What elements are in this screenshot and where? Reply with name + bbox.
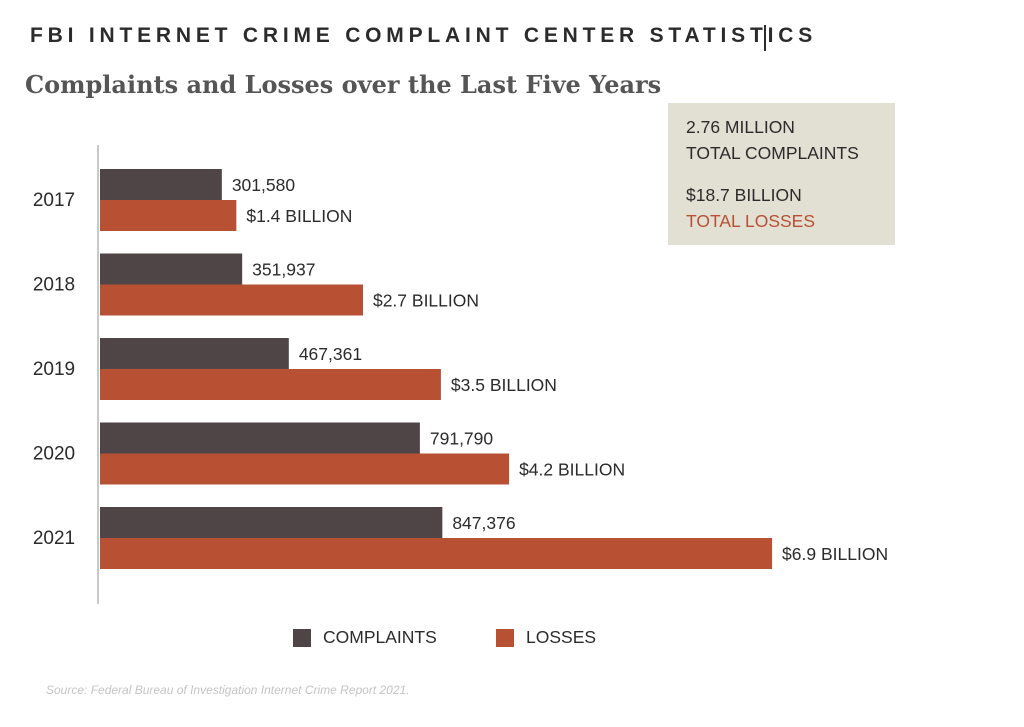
complaints-data-label: 847,376 (452, 513, 515, 533)
category-label: 2020 (33, 444, 75, 465)
complaints-data-label: 791,790 (430, 429, 494, 449)
complaints-data-label: 301,580 (232, 175, 296, 195)
page-header: FBI INTERNET CRIME COMPLAINT CENTER STAT… (30, 24, 818, 47)
losses-bar (100, 284, 363, 316)
summary-box: 2.76 MILLION TOTAL COMPLAINTS $18.7 BILL… (668, 103, 895, 245)
source-note: Source: Federal Bureau of Investigation … (46, 683, 410, 697)
legend-swatch-losses (496, 628, 514, 647)
losses-data-label: $1.4 BILLION (246, 206, 352, 226)
total-complaints-value: 2.76 MILLION (686, 117, 795, 137)
complaints-data-label: 351,937 (252, 260, 315, 280)
complaints-bar (100, 422, 420, 454)
complaints-bar (100, 169, 222, 200)
complaints-data-label: 467,361 (299, 344, 362, 364)
losses-data-label: $2.7 BILLION (373, 291, 479, 311)
legend-item-losses: LOSSES (496, 627, 596, 648)
total-losses-label: TOTAL LOSSES (686, 211, 816, 231)
category-label: 2019 (33, 359, 75, 380)
losses-bar (100, 369, 441, 400)
losses-bar (100, 538, 773, 569)
legend-label-losses: LOSSES (526, 627, 597, 647)
category-label: 2021 (33, 528, 75, 549)
legend-label-complaints: COMPLAINTS (323, 627, 437, 647)
total-losses-value: $18.7 BILLION (686, 185, 802, 205)
chart-legend: COMPLAINTS LOSSES (0, 627, 1024, 651)
losses-bar (100, 453, 510, 485)
total-complaints-label: TOTAL COMPLAINTS (686, 143, 859, 163)
losses-bar (100, 200, 237, 231)
category-label: 2017 (33, 190, 75, 211)
complaints-bar (100, 338, 289, 369)
text-cursor (764, 25, 766, 51)
legend-item-complaints: COMPLAINTS (293, 627, 437, 648)
complaints-bar (100, 253, 243, 285)
losses-data-label: $6.9 BILLION (782, 544, 888, 564)
complaints-bar (100, 507, 443, 538)
losses-data-label: $4.2 BILLION (519, 460, 625, 480)
losses-data-label: $3.5 BILLION (451, 375, 557, 395)
category-label: 2018 (33, 275, 75, 296)
chart-title: Complaints and Losses over the Last Five… (25, 70, 662, 99)
legend-swatch-complaints (293, 628, 311, 647)
